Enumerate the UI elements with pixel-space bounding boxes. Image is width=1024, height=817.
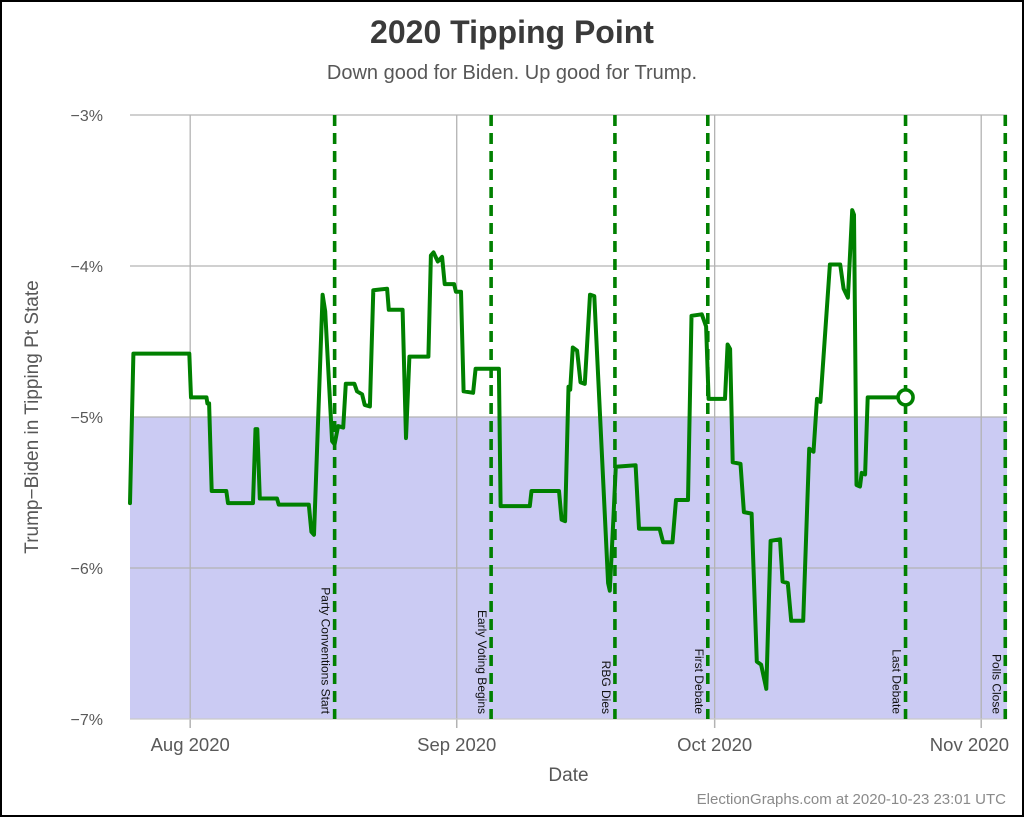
y-tick-label: −4% [71,259,103,276]
chart-title: 2020 Tipping Point [370,14,654,50]
y-tick-label: −7% [71,712,103,729]
end-marker [896,388,915,407]
event-label: RBG Dies [599,661,613,714]
x-tick-label: Aug 2020 [151,734,230,755]
x-tick-label: Sep 2020 [417,734,496,755]
event-label: Party Conventions Start [319,587,333,714]
y-tick-label: −5% [71,410,103,427]
event-label: Polls Close [989,654,1003,714]
event-label: Last Debate [890,649,904,714]
attribution-text: ElectionGraphs.com at 2020-10-23 23:01 U… [696,791,1006,808]
series-line [128,208,908,691]
y-tick-label: −6% [71,561,103,578]
event-label: Early Voting Begins [475,610,489,714]
y-tick-label: −3% [71,108,103,125]
chart-subtitle: Down good for Biden. Up good for Trump. [326,62,698,84]
x-tick-label: Oct 2020 [677,734,752,755]
x-axis-label: Date [548,765,589,786]
event-label: First Debate [692,649,706,715]
x-tick-label: Nov 2020 [930,734,1009,755]
